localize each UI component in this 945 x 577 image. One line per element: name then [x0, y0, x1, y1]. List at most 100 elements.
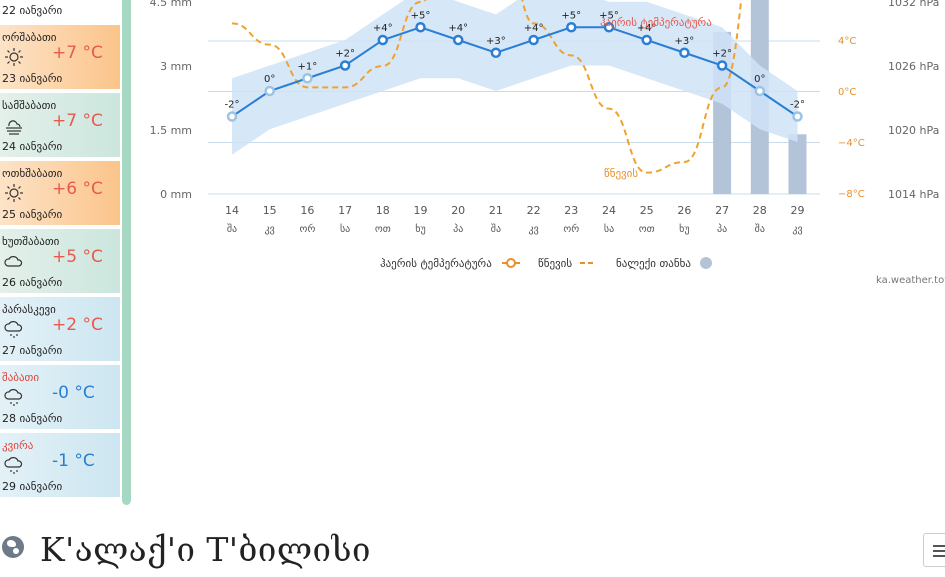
- y-tick-temp: 4°C: [838, 36, 856, 47]
- temperature-data-label: +4°: [448, 23, 468, 34]
- day-name: ხუთშაბათი: [2, 235, 60, 248]
- temperature-data-label: +4°: [637, 23, 657, 34]
- x-tick-weekday: კვ: [265, 224, 275, 235]
- globe-icon: [2, 536, 24, 558]
- temperature-data-label: +3°: [675, 36, 695, 47]
- x-tick-weekday: კვ: [528, 224, 538, 235]
- temperature-point: [302, 73, 313, 84]
- scrollbar[interactable]: [122, 0, 131, 505]
- fog-icon: [4, 115, 24, 135]
- day-date: 24 იანვარი: [2, 140, 63, 153]
- x-tick-day: 18: [376, 204, 390, 217]
- temperature-point: [264, 85, 275, 97]
- temperature-data-label: +4°: [373, 23, 393, 34]
- cloud-icon: [4, 251, 24, 271]
- temperature-point: [754, 85, 766, 97]
- day-date: 28 იანვარი: [2, 412, 63, 425]
- x-tick-day: 29: [791, 204, 805, 217]
- day-name: კვირა: [2, 439, 34, 452]
- day-date: 25 იანვარი: [2, 208, 63, 221]
- temperature-data-label: -2°: [225, 100, 240, 111]
- forecast-sidebar: 22 იანვარი ორშაბათი +7 °C 23 იანვარი სამშაბ…: [0, 0, 122, 505]
- temperature-point: [716, 60, 728, 71]
- temperature-data-label: +5°: [561, 10, 581, 21]
- x-tick-weekday: სა: [604, 223, 614, 235]
- temperature-point: [603, 22, 615, 33]
- y-tick-temp: −4°C: [838, 138, 865, 149]
- y-tick-left: 1.5 mm: [150, 124, 192, 137]
- snow-icon: [4, 319, 24, 339]
- day-card[interactable]: შაბათი -0 °C 28 იანვარი: [0, 365, 120, 431]
- day-temperature: -1 °C: [52, 451, 95, 471]
- day-name: ოთხშაბათი: [2, 167, 63, 180]
- temperature-point: [566, 22, 577, 33]
- temperature-data-label: 0°: [264, 74, 275, 85]
- x-tick-day: 15: [263, 204, 277, 217]
- sun-icon: [4, 47, 24, 67]
- menu-button[interactable]: [923, 533, 945, 567]
- legend-precipitation-swatch: [700, 257, 712, 269]
- temperature-data-label: +1°: [298, 61, 318, 72]
- day-card[interactable]: სამშაბათი +7 °C 24 იანვარი: [0, 93, 120, 159]
- city-title: K'ალაქ'ი T'ბილისი: [40, 530, 371, 569]
- city-title-row: K'ალაქ'ი T'ბილისი: [0, 530, 945, 574]
- x-tick-weekday: პა: [717, 223, 727, 235]
- source-credit[interactable]: ka.weather.town: [876, 275, 945, 286]
- temperature-point: [377, 34, 389, 46]
- x-tick-day: 16: [300, 204, 314, 217]
- day-card[interactable]: ოთხშაბათი +6 °C 25 იანვარი: [0, 161, 120, 227]
- temperature-data-label: +3°: [486, 36, 506, 47]
- x-tick-day: 22: [527, 204, 541, 217]
- y-tick-pressure: 1026 hPa: [888, 60, 939, 73]
- y-tick-left: 3 mm: [160, 60, 192, 73]
- precip-bar: [788, 134, 807, 194]
- day-card[interactable]: ხუთშაბათი +5 °C 26 იანვარი: [0, 229, 120, 295]
- day-name: შაბათი: [2, 371, 40, 384]
- temperature-point: [226, 111, 238, 122]
- chart-svg: 0 mm 1.5 mm 3 mm 4.5 mm −8°C −4°C 0°C 4°C 1014 h…: [150, 0, 939, 270]
- temperature-point: [490, 47, 502, 58]
- temperature-band: [232, 0, 798, 155]
- day-card[interactable]: კვირა -1 °C 29 იანვარი: [0, 433, 120, 499]
- temperature-annotation: ჰაერის ტემპერატურა: [600, 16, 712, 29]
- temperature-data-label: +4°: [524, 23, 544, 34]
- y-tick-pressure: 1014 hPa: [888, 188, 939, 201]
- x-tick-day: 24: [602, 204, 616, 217]
- x-tick-day: 23: [564, 204, 578, 217]
- temperature-data-label: -2°: [790, 100, 805, 111]
- x-tick-weekday: ორ: [299, 223, 315, 235]
- y-tick-left: 4.5 mm: [150, 0, 192, 9]
- x-tick-weekday: სა: [340, 223, 350, 235]
- legend-pressure-label: წნევის: [538, 257, 572, 270]
- day-date: 29 იანვარი: [2, 480, 63, 493]
- x-tick-weekday: პა: [453, 223, 463, 235]
- day-card[interactable]: პარასკევი +2 °C 27 იანვარი: [0, 297, 120, 363]
- day-temperature: +6 °C: [52, 179, 103, 199]
- top-date: 22 იანვარი: [2, 4, 63, 17]
- legend-temperature-marker: [506, 258, 516, 268]
- temperature-point: [528, 34, 539, 46]
- temperature-data-label: +2°: [335, 49, 355, 60]
- x-tick-day: 25: [640, 204, 654, 217]
- x-tick-weekday: ორ: [563, 223, 579, 235]
- x-tick-weekday: შა: [227, 223, 237, 235]
- day-card[interactable]: ორშაბათი +7 °C 23 იანვარი: [0, 25, 120, 91]
- day-temperature: -0 °C: [52, 383, 95, 403]
- x-tick-day: 27: [715, 204, 729, 217]
- legend-precipitation-label: ნალექი თანხა: [616, 257, 691, 270]
- day-name: ორშაბათი: [2, 31, 57, 44]
- day-date: 27 იანვარი: [2, 344, 63, 357]
- day-temperature: +7 °C: [52, 111, 103, 131]
- x-tick-weekday: კვ: [792, 224, 802, 235]
- x-tick-day: 21: [489, 204, 503, 217]
- day-date: 26 იანვარი: [2, 276, 63, 289]
- day-temperature: +7 °C: [52, 43, 103, 63]
- y-tick-temp: 0°C: [838, 87, 856, 98]
- temperature-point: [641, 34, 652, 46]
- x-tick-day: 14: [225, 204, 239, 217]
- sun-icon: [4, 183, 24, 203]
- snow-icon: [4, 387, 24, 407]
- x-tick-day: 26: [677, 204, 691, 217]
- y-tick-left: 0 mm: [160, 188, 192, 201]
- pressure-annotation: წნევის: [604, 167, 638, 180]
